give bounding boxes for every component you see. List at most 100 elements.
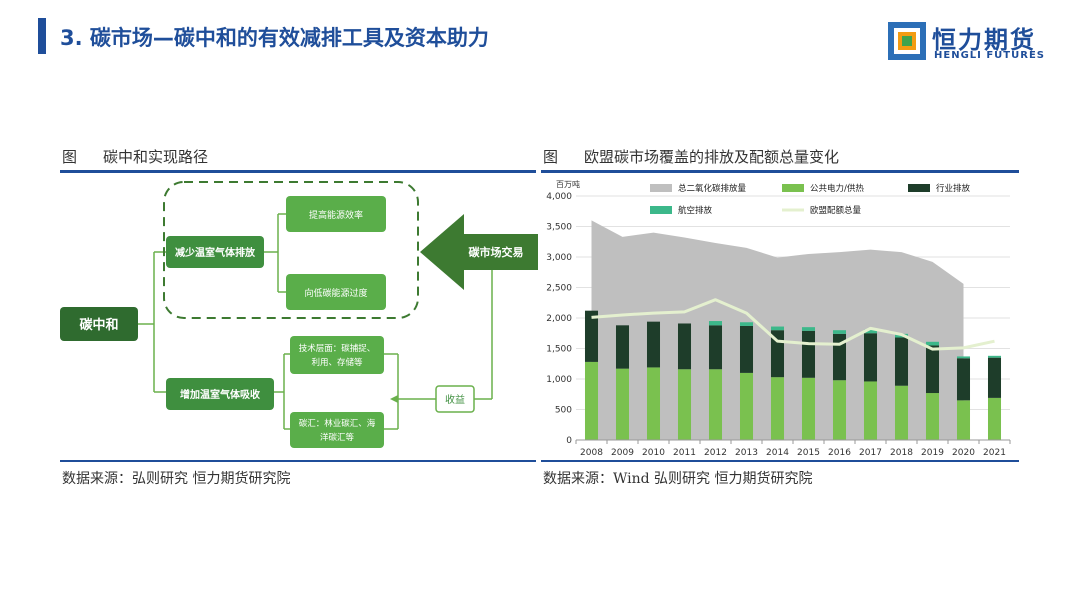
x-tick-label: 2017 [859,448,882,458]
y-unit-label: 百万吨 [556,179,580,189]
efficiency-node-box [286,196,386,232]
x-tick-label: 2020 [952,448,975,458]
bar-segment-2 [584,310,599,362]
revenue-node-label: 收益 [445,393,465,406]
bar-segment-2 [677,323,692,370]
y-tick-label: 3,500 [546,223,572,233]
bar-segment-2 [863,333,878,382]
title-accent-bar [38,18,46,54]
bar-segment-1 [615,368,630,440]
logo-mark-icon [888,22,926,60]
bar-segment-3 [925,341,940,346]
tech-node-label-line1: 技术层面：碳捕捉、 [299,343,376,354]
line-eu-quota [591,298,995,351]
low-carbon-node-box [286,274,386,310]
absorb-node-box [166,378,274,410]
right-figure-source: 数据来源：Wind 弘则研究 恒力期货研究院 [543,471,813,487]
x-tick-label: 2019 [921,448,944,458]
legend-label: 总二氧化碳排放量 [678,183,747,194]
root-node-label: 碳中和 [79,317,118,333]
market-arrow-label: 碳市场交易 [469,245,524,259]
reduce-node-box [166,236,264,268]
bar-segment-1 [894,385,909,440]
chart-axes-layer: 0 500 1,000 1,500 2,000 2,500 3,000 3,500 4,000 百… [546,179,1011,458]
left-figure-title: 碳中和实现路径 [103,148,209,166]
y-tick-label: 2,000 [546,314,572,324]
efficiency-node-label: 提高能源效率 [309,209,363,221]
bar-segment-3 [987,355,1002,358]
logo-english-name: HENGLI FUTURES [934,50,1045,61]
bar-segment-1 [584,361,599,440]
bar-segment-3 [956,356,971,359]
bar-segment-2 [925,345,940,394]
bar-segment-2 [708,325,723,370]
bar-segment-2 [956,358,971,401]
reduce-node-label: 减少温室气体排放 [175,246,256,259]
bar-segment-2 [801,330,816,378]
bar-segment-3 [770,326,785,331]
left-bottom-rule [60,460,536,462]
y-tick-label: 500 [555,406,572,416]
bar-segment-1 [956,400,971,440]
x-tick-label: 2013 [735,448,758,458]
y-tick-label: 4,000 [546,192,572,202]
x-tick-label: 2015 [797,448,820,458]
x-tick-label: 2009 [611,448,634,458]
bar-segment-1 [677,369,692,440]
market-arrow-icon [420,214,538,290]
bar-segment-2 [615,325,630,369]
bar-segment-3 [801,327,816,331]
bar-segment-1 [832,380,847,440]
right-bottom-rule [541,460,1019,462]
left-top-rule [60,170,536,173]
bar-segment-1 [646,367,661,440]
sink-node-label-line1: 碳汇：林业碳汇、海 [299,418,376,429]
chart-bars-layer [584,310,1002,440]
x-tick-label: 2010 [642,448,665,458]
low-carbon-node-label: 向低碳能源过度 [304,287,367,299]
legend-swatch [650,184,672,192]
y-tick-label: 1,000 [546,375,572,385]
bar-segment-1 [770,377,785,440]
right-figure-caption: 图 欧盟碳市场覆盖的排放及配额总量变化 [543,146,839,167]
right-figure-label: 图 [543,148,559,166]
left-figure-caption: 图 碳中和实现路径 [62,146,208,167]
x-tick-label: 2021 [983,448,1006,458]
right-figure-title: 欧盟碳市场覆盖的排放及配额总量变化 [584,148,840,166]
y-tick-label: 0 [566,436,572,446]
absorb-node-label: 增加温室气体吸收 [180,388,260,401]
bar-segment-3 [708,321,723,326]
y-tick-label: 2,500 [546,284,572,294]
chart-line-layer [591,298,995,351]
tech-node-box [290,336,384,374]
bar-segment-1 [987,397,1002,440]
bar-segment-3 [739,322,754,326]
legend-swatch [650,206,672,214]
bar-segment-1 [801,377,816,440]
right-top-rule [541,170,1019,173]
logo-chinese-name: 恒力期货 [932,26,1036,54]
y-tick-label: 1,500 [546,345,572,355]
bar-segment-1 [863,381,878,440]
legend-label: 行业排放 [936,183,971,194]
bar-segment-2 [987,357,1002,398]
legend-swatch [782,184,804,192]
x-tick-label: 2018 [890,448,913,458]
legend-label: 欧盟配额总量 [810,205,862,216]
left-figure-label: 图 [62,148,78,166]
bar-segment-1 [925,393,940,440]
root-node-box [60,307,138,341]
x-tick-label: 2014 [766,448,789,458]
bar-segment-1 [708,369,723,440]
legend-label: 公共电力/供热 [810,183,864,194]
legend-swatch [908,184,930,192]
eu-ets-emissions-chart: 0 500 1,000 1,500 2,000 2,500 3,000 3,500 4,000 百… [546,179,1011,458]
bar-segment-2 [894,337,909,386]
bar-segment-3 [832,330,847,334]
page-title: 3. 碳市场—碳中和的有效减排工具及资本助力 [60,26,489,50]
bar-segment-2 [739,325,754,373]
x-tick-label: 2012 [704,448,727,458]
sink-node-label-line2: 洋碳汇等 [320,432,355,443]
left-figure-source: 数据来源：弘则研究 恒力期货研究院 [62,471,291,487]
